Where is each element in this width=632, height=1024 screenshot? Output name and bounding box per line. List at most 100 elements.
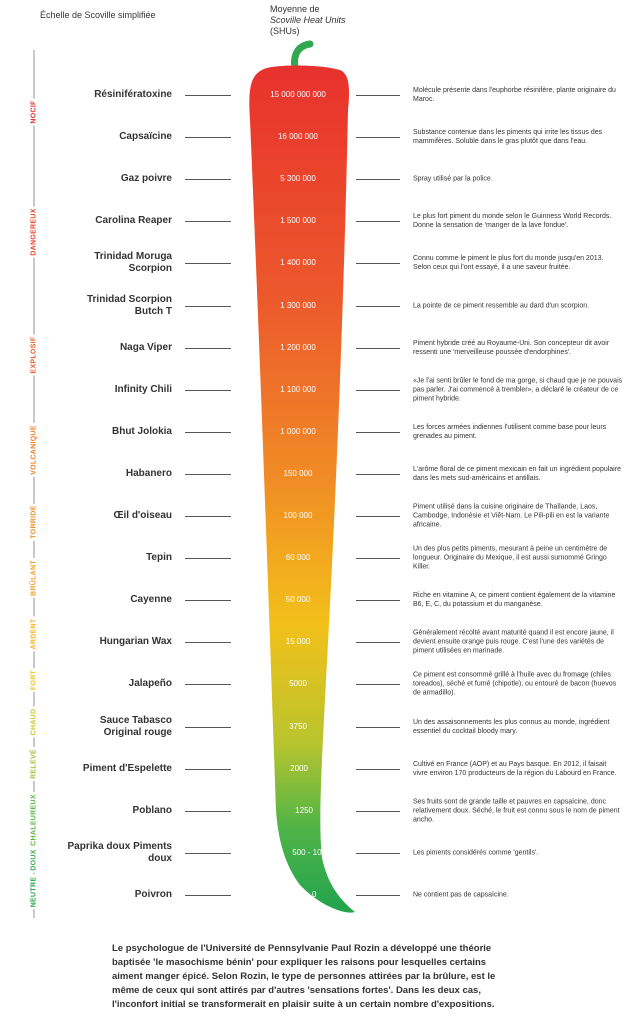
leader-line-right [356, 684, 400, 686]
pepper-description: Molécule présente dans l'euphorbe résini… [413, 87, 616, 103]
leader-line-left [185, 810, 231, 812]
shu-value: 5000 [289, 679, 307, 689]
leader-line-left [185, 431, 231, 433]
pepper-name: Sauce Tabasco Original rouge [99, 714, 172, 738]
leader-line-left [185, 684, 231, 686]
pepper-name: Tepin [146, 552, 172, 564]
shu-value: 5 300 000 [280, 174, 316, 184]
shu-title-unit: Scoville Heat Units [270, 15, 346, 25]
pepper-description: Piment hybride créé au Royaume-Uni. Son … [413, 339, 610, 356]
pepper-name: Gaz poivre [120, 173, 172, 185]
pepper-name: Poblano [132, 804, 172, 816]
shu-value: 1 200 000 [280, 342, 316, 352]
pepper-description: Les piments considérés comme 'gentils'. [413, 849, 539, 857]
leader-line-right [356, 473, 400, 475]
pepper-description: Le plus fort piment du monde selon le Gu… [413, 213, 612, 230]
pepper-name: Capsaïcine [119, 131, 172, 143]
leader-line-left [185, 389, 231, 391]
pepper-name: Hungarian Wax [99, 636, 172, 648]
pepper-description: Piment utilisé dans la cuisine originair… [413, 503, 610, 529]
shu-title-line1: Moyenne de [270, 4, 320, 14]
leader-line-right [356, 642, 400, 644]
leader-line-right [356, 305, 400, 307]
pepper-name: Cayenne [130, 594, 172, 606]
shu-value: 0 [311, 889, 317, 899]
pepper-description: Un des assaisonnements les plus connus a… [413, 718, 610, 735]
leader-line-left [185, 600, 231, 602]
leader-line-left [185, 347, 231, 349]
pepper-name: Habanero [125, 467, 172, 479]
shu-value: 1 000 000 [280, 426, 316, 436]
leader-line-right [356, 516, 400, 517]
pepper-description: Un des plus petits piments, mesurant à p… [413, 545, 608, 571]
shu-value: 15 000 [285, 637, 311, 647]
leader-line-right [356, 221, 400, 223]
leader-line-left [185, 221, 231, 223]
pepper-name: Jalapeño [128, 678, 172, 690]
leader-line-left [185, 852, 231, 854]
pepper-description: Substance contenue dans les piments qui … [413, 129, 603, 146]
shu-value: 1 100 000 [280, 384, 316, 394]
shu-value: 1 400 000 [280, 258, 316, 268]
leader-line-right [356, 810, 400, 812]
pepper-description: L'arôme floral de ce piment mexicain en … [413, 465, 621, 482]
leader-line-right [356, 852, 400, 854]
pepper-name: Œil d'oiseau [113, 510, 172, 521]
shu-value: 100 000 [283, 511, 313, 520]
pepper-description: «Je l'ai senti brûler le fond de ma gorg… [413, 377, 623, 403]
pepper-description: Les forces armées indiennes l'utilisent … [413, 423, 607, 440]
leader-line-right [356, 137, 400, 139]
pepper-name: Piment d'Espelette [82, 762, 172, 774]
pepper-name: Poivron [134, 888, 172, 900]
shu-value: 500 - 100 [292, 847, 327, 857]
leader-line-left [185, 894, 231, 896]
pepper-name: Bhut Jolokia [111, 425, 172, 437]
leader-line-left [185, 558, 231, 560]
pepper-description: Cultivé en France (AOP) et au Pays basqu… [413, 760, 617, 777]
shu-value: 50 000 [285, 595, 311, 605]
pepper-name: Naga Viper [119, 341, 172, 353]
leader-line-right [356, 263, 400, 265]
shu-value: 15 000 000 000 [270, 90, 326, 99]
leader-line-left [185, 726, 231, 728]
leader-line-left [185, 137, 231, 139]
leader-line-left [185, 95, 231, 96]
leader-line-left [185, 263, 231, 265]
pepper-description: Ce piment est consommé grillé à l'huile … [413, 671, 617, 697]
scale-title: Échelle de Scoville simplifiée [40, 10, 156, 20]
pepper-description: Connu comme le piment le plus fort du mo… [413, 255, 604, 272]
leader-line-left [185, 642, 231, 644]
shu-column-title: Moyenne de Scoville Heat Units (SHUs) [270, 4, 380, 37]
leader-line-left [185, 768, 231, 770]
shu-value: 1 300 000 [280, 300, 316, 310]
leader-line-right [356, 347, 400, 349]
shu-value: 60 000 [285, 553, 311, 563]
pepper-name: Résinifératoxine [94, 89, 172, 100]
pepper-description: Spray utilisé par la police. [413, 175, 493, 183]
shu-value: 1 500 000 [280, 216, 316, 226]
shu-value: 3750 [289, 721, 307, 731]
leader-line-right [356, 726, 400, 728]
shu-title-abbr: (SHUs) [270, 26, 300, 36]
leader-line-right [356, 558, 400, 560]
pepper-name: Infinity Chili [114, 383, 172, 395]
pepper-description: Généralement récolté avant maturité quan… [413, 629, 614, 655]
pepper-description: Ses fruits sont de grande taille et pauv… [413, 798, 620, 824]
pepper-body [249, 65, 355, 913]
pepper-name: Carolina Reaper [95, 215, 172, 227]
shu-value: 2000 [290, 763, 308, 773]
shu-value: 1250 [295, 805, 313, 815]
leader-line-right [356, 389, 400, 391]
leader-line-right [356, 600, 400, 602]
leader-line-right [356, 179, 400, 181]
leader-line-right [356, 431, 400, 433]
pepper-description: La pointe de ce piment ressemble au dard… [413, 302, 590, 309]
shu-value: 16 000 000 [277, 132, 319, 142]
leader-line-left [185, 305, 231, 307]
pepper-name: Trinidad Scorpion Butch T [86, 293, 172, 317]
shu-value: 150 000 [283, 468, 313, 478]
leader-line-right [356, 95, 400, 96]
pepper-name: Paprika doux Piments doux [67, 840, 172, 864]
leader-line-left [185, 179, 231, 181]
